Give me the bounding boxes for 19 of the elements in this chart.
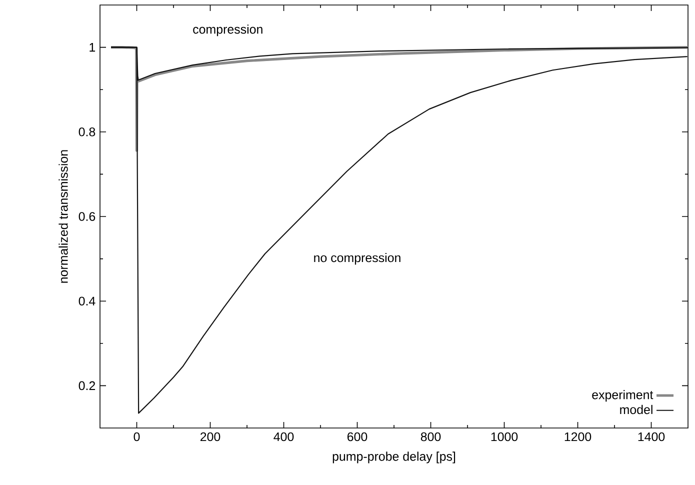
x-tick-label: 1400 xyxy=(638,432,665,442)
x-tick-label: 400 xyxy=(274,432,294,442)
y-tick-label: 0.8 xyxy=(78,127,96,136)
legend-label: experiment xyxy=(592,390,654,402)
legend-label: model xyxy=(620,404,652,414)
annotation: compression xyxy=(193,24,262,36)
x-tick-label: 800 xyxy=(420,432,441,442)
x-tick-label: 1200 xyxy=(564,432,592,442)
y-tick-label: 1 xyxy=(90,43,96,52)
x-tick-label: 1000 xyxy=(491,432,518,442)
x-tick-label: 0 xyxy=(134,432,140,442)
y-tick-label: 0.4 xyxy=(78,296,96,306)
y-tick-label: 0.2 xyxy=(78,381,96,390)
y-axis-title: normalized transmission xyxy=(58,150,68,283)
x-axis-title: pump-probe delay [ps] xyxy=(332,452,456,464)
annotation: no compression xyxy=(314,252,400,265)
y-tick-label: 0.6 xyxy=(78,212,96,221)
x-tick-label: 600 xyxy=(347,432,368,442)
x-tick-label: 200 xyxy=(200,432,220,442)
